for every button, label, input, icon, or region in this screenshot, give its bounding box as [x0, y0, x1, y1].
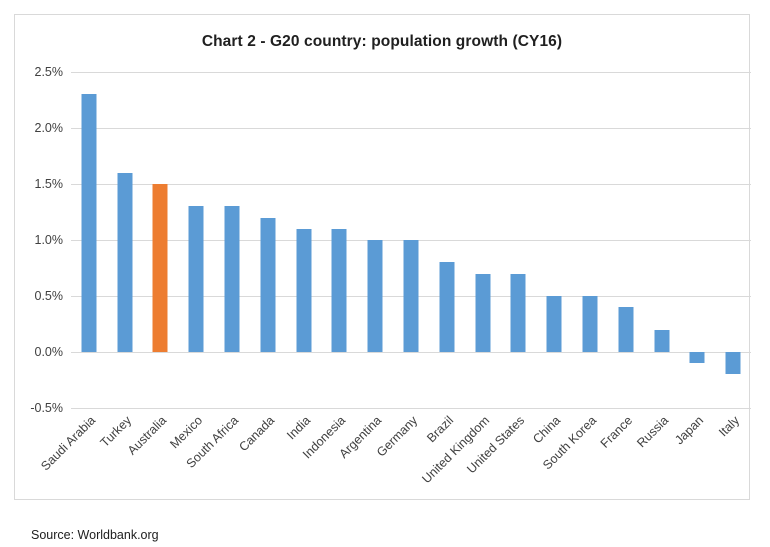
x-axis-label-slot: United States [465, 408, 536, 476]
bar-slot [679, 72, 715, 408]
gridline [71, 352, 751, 353]
bar-slot [572, 72, 608, 408]
bar-slot [250, 72, 286, 408]
bar[interactable] [331, 228, 347, 352]
bar-slot [178, 72, 214, 408]
bar-slot [465, 72, 501, 408]
bar[interactable] [260, 217, 276, 352]
bar[interactable] [224, 206, 240, 352]
x-axis-label-slot: Germany [374, 408, 429, 459]
y-axis-tick-label: 0.5% [34, 289, 64, 303]
y-axis-tick-label: 2.0% [34, 121, 64, 135]
bar-slot [71, 72, 107, 408]
chart-container: Chart 2 - G20 country: population growth… [14, 14, 751, 542]
bar[interactable] [689, 352, 705, 364]
x-axis-label-slot: Italy [715, 408, 751, 439]
bar-slot [357, 72, 393, 408]
y-axis-tick-label: 0.0% [34, 345, 64, 359]
bar[interactable] [403, 240, 419, 352]
x-axis-label-slot: United Kingdom [419, 408, 501, 486]
bar-slot [715, 72, 751, 408]
bar[interactable] [81, 94, 97, 352]
gridline [71, 408, 751, 409]
bar-slot [393, 72, 429, 408]
bar[interactable] [618, 307, 634, 352]
x-axis-label-slot: Turkey [97, 408, 143, 450]
x-axis-tick-label: India [283, 413, 313, 443]
x-axis-label-slot: Indonesia [300, 408, 358, 461]
x-axis-tick-label: Russia [633, 413, 671, 451]
x-axis-tick-label: Brazil [423, 413, 456, 446]
x-axis-label-slot: South Africa [184, 408, 250, 471]
x-axis-label-slot: China [530, 408, 572, 446]
bar-slot [429, 72, 465, 408]
bar-series [71, 72, 751, 408]
bar[interactable] [725, 352, 741, 375]
bar-slot [214, 72, 250, 408]
x-axis-label-slot: Saudi Arabia [38, 408, 107, 473]
x-axis-label-slot: France [598, 408, 644, 450]
bar-slot [286, 72, 322, 408]
x-axis-label-slot: Australia [125, 408, 179, 457]
x-axis-label-slot: Russia [634, 408, 680, 450]
x-axis-label-slot: Brazil [424, 408, 465, 445]
x-axis-tick-label: Italy [716, 413, 743, 440]
plot-area: 2.5% 2.0% 1.5% 1.0% 0.5% 0.0% -0.5% [30, 65, 751, 415]
bar-slot [536, 72, 572, 408]
x-axis-label-slot: Mexico [168, 408, 214, 451]
bar[interactable] [152, 184, 168, 352]
x-axis-labels: Saudi Arabia Turkey Australia Mexico South A… [38, 408, 751, 498]
bar[interactable] [439, 262, 455, 352]
x-axis-tick-label: China [530, 413, 564, 447]
x-axis-tick-label: France [597, 413, 635, 451]
bar[interactable] [654, 329, 670, 352]
bar-slot [644, 72, 680, 408]
bar-slot [107, 72, 143, 408]
bar[interactable] [546, 296, 562, 352]
bar[interactable] [296, 228, 312, 352]
bar-slot [500, 72, 536, 408]
gridline [71, 128, 751, 129]
y-axis-tick-label: -0.5% [30, 401, 63, 415]
x-axis-tick-label: Japan [672, 413, 707, 448]
bar[interactable] [475, 273, 491, 352]
chart-title: Chart 2 - G20 country: population growth… [201, 33, 563, 50]
x-axis-label-slot: India [284, 408, 322, 442]
x-axis-label-slot: Japan [673, 408, 715, 447]
source-note: Source: Worldbank.org [31, 528, 159, 542]
x-axis-label-slot: Canada [236, 408, 286, 454]
bar[interactable] [510, 273, 526, 352]
x-axis-tick-label: Saudi Arabia [38, 413, 99, 474]
y-axis-tick-label: 2.5% [34, 65, 64, 79]
bar[interactable] [117, 172, 133, 352]
bar-slot [322, 72, 358, 408]
gridline [71, 184, 751, 185]
x-axis-label-slot: South Korea [540, 408, 608, 472]
bar-slot [608, 72, 644, 408]
bar[interactable] [188, 206, 204, 352]
bar[interactable] [582, 296, 598, 352]
x-axis-tick-label: Canada [236, 413, 278, 455]
y-axis-tick-label: 1.0% [34, 233, 64, 247]
bar[interactable] [367, 240, 383, 352]
bar-slot [143, 72, 179, 408]
x-axis-label-slot: Argentina [337, 408, 393, 461]
gridline [71, 72, 751, 73]
y-axis-tick-label: 1.5% [34, 177, 64, 191]
